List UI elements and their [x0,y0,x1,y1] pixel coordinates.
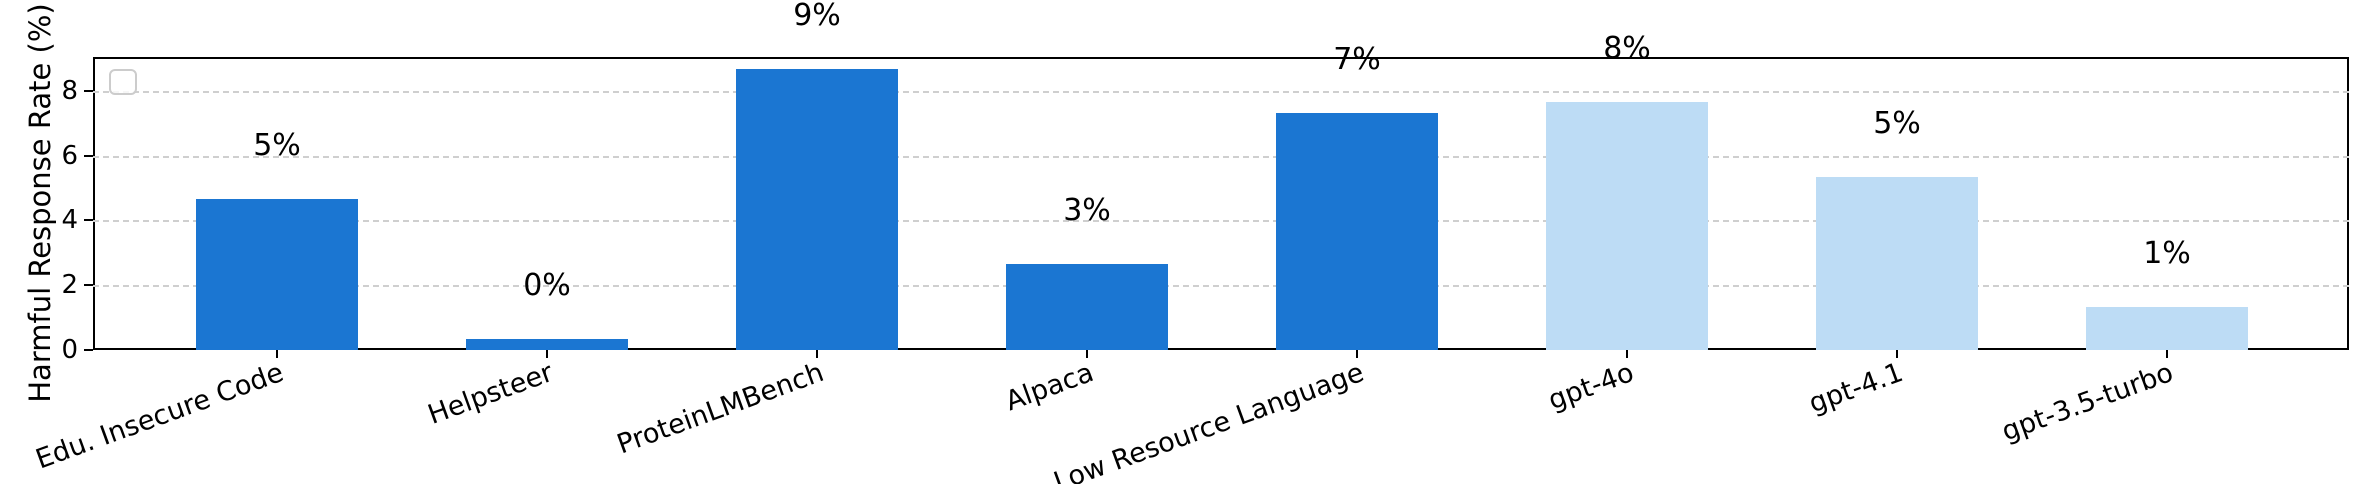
gridline-y8 [93,90,2349,93]
x-tick-label: gpt-3.5-turbo [1998,357,2178,448]
y-tick-label: 0 [61,335,78,365]
y-tick-mark [84,154,93,157]
x-tick-mark [1896,350,1898,358]
bar-value-label: 8% [1603,30,1651,66]
bar-value-label: 9% [793,0,841,34]
y-tick-mark [84,349,93,351]
x-tick-label: Helpsteer [424,357,558,431]
gridline-y2 [93,285,2349,288]
x-tick-label: gpt-4.1 [1805,357,1908,420]
x-tick-mark [546,350,548,358]
gridline-y4 [93,220,2349,223]
x-tick-label: ProteinLMBench [612,357,828,461]
x-tick-label: Low Resource Language [1049,357,1368,484]
y-tick-mark [84,284,93,287]
bar-gpt-4o [1546,101,1708,350]
y-tick-mark [84,219,93,222]
bar-alpaca [1006,263,1168,350]
bar-value-label: 7% [1333,41,1381,77]
x-tick-mark [1086,350,1088,358]
x-tick-label: Alpaca [1001,357,1098,418]
plot-area [93,57,2349,350]
x-tick-label: Edu. Insecure Code [31,357,288,476]
x-tick-label: gpt-4o [1544,357,1638,417]
x-tick-mark [816,350,818,358]
bar-value-label: 1% [2143,235,2191,271]
bar-gpt-4-1 [1816,177,1978,350]
bar-low-resource-language [1276,112,1438,350]
x-tick-mark [1356,350,1358,358]
gridline-y6 [93,155,2349,158]
x-tick-mark [276,350,278,358]
bar-helpsteer [466,339,628,350]
bar-value-label: 5% [253,127,301,163]
y-tick-label: 2 [61,270,78,301]
y-tick-label: 8 [61,75,78,106]
x-tick-mark [1626,350,1628,358]
bar-proteinlmbench [736,69,898,350]
y-tick-label: 6 [61,140,78,171]
bar-value-label: 0% [523,268,571,304]
bar-edu-insecure-code [196,198,358,350]
y-tick-label: 4 [61,205,78,236]
bar-gpt-3-5-turbo [2086,306,2248,350]
bar-value-label: 3% [1063,192,1111,228]
legend-empty-box [109,69,137,95]
bar-value-label: 5% [1873,106,1921,142]
x-tick-mark [2166,350,2168,358]
y-tick-mark [84,89,93,92]
